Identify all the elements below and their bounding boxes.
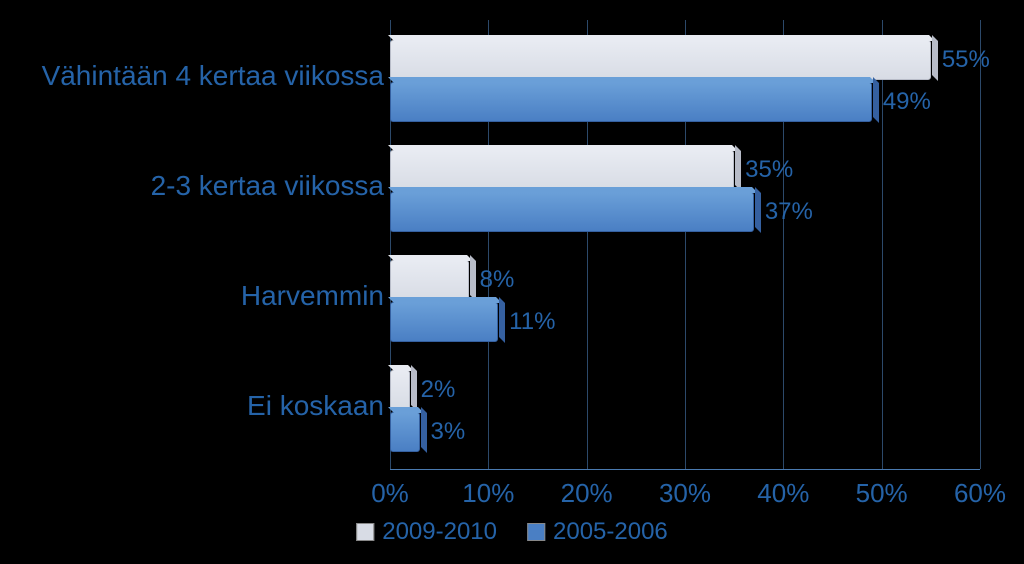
legend-swatch [527,523,545,541]
bar: 35% [390,150,734,190]
bar-3d-face [388,77,876,83]
bar-chart: 55%49%35%37%8%11%2%3% 2009-20102005-2006… [10,10,1014,554]
bar-value-label: 37% [753,198,813,226]
x-tick-label: 30% [659,478,711,509]
bar-wrapper: 49% [390,82,980,122]
bar-wrapper: 35% [390,150,980,190]
bar: 11% [390,302,498,342]
category-label: Vähintään 4 kertaa viikossa [42,60,384,92]
bar: 37% [390,192,754,232]
bar-value-label: 55% [930,46,990,74]
x-tick-label: 50% [856,478,908,509]
legend-label: 2009-2010 [382,518,497,546]
category-group: 2%3% [390,370,980,454]
bar-value-label: 35% [733,156,793,184]
bar-wrapper: 37% [390,192,980,232]
bar-3d-face [388,187,758,193]
bar-value-label: 11% [497,308,555,336]
bar-value-label: 2% [409,376,456,404]
bar-wrapper: 2% [390,370,980,410]
legend: 2009-2010 2005-2006 [356,518,668,546]
category-group: 55%49% [390,40,980,124]
category-label: Ei koskaan [247,390,384,422]
bar: 2% [390,370,410,410]
bar-wrapper: 11% [390,302,980,342]
category-label: 2-3 kertaa viikossa [151,170,384,202]
bar: 49% [390,82,872,122]
plot-area: 55%49%35%37%8%11%2%3% [390,20,980,470]
bar-3d-face [388,35,935,41]
bar-3d-face [388,365,414,371]
bar: 3% [390,412,420,452]
bar-value-label: 3% [419,418,466,446]
bar-3d-face [388,407,424,413]
category-group: 8%11% [390,260,980,344]
legend-item: 2005-2006 [527,518,668,546]
bar-wrapper: 3% [390,412,980,452]
bar-wrapper: 8% [390,260,980,300]
bar-value-label: 49% [871,88,931,116]
x-tick-label: 0% [371,478,409,509]
gridline [980,20,981,469]
legend-item: 2009-2010 [356,518,497,546]
legend-swatch [356,523,374,541]
bar: 55% [390,40,931,80]
x-tick-label: 20% [561,478,613,509]
x-tick-label: 10% [462,478,514,509]
bar-3d-face [388,145,738,151]
bar: 8% [390,260,469,300]
bar-value-label: 8% [468,266,515,294]
legend-label: 2005-2006 [553,518,668,546]
category-group: 35%37% [390,150,980,234]
x-tick-label: 40% [757,478,809,509]
category-label: Harvemmin [241,280,384,312]
bar-3d-face [388,297,502,303]
bar-wrapper: 55% [390,40,980,80]
bar-3d-face [388,255,473,261]
x-tick-label: 60% [954,478,1006,509]
